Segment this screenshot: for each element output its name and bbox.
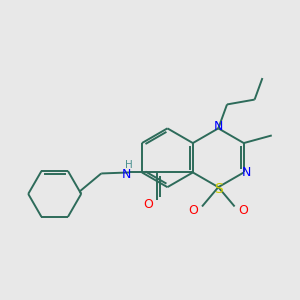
Text: O: O <box>143 198 153 211</box>
Text: O: O <box>238 204 248 217</box>
Text: O: O <box>188 204 198 217</box>
Text: N: N <box>122 168 131 181</box>
Text: S: S <box>214 182 223 196</box>
Text: N: N <box>242 166 251 179</box>
Text: H: H <box>125 160 133 170</box>
Text: N: N <box>214 120 223 133</box>
